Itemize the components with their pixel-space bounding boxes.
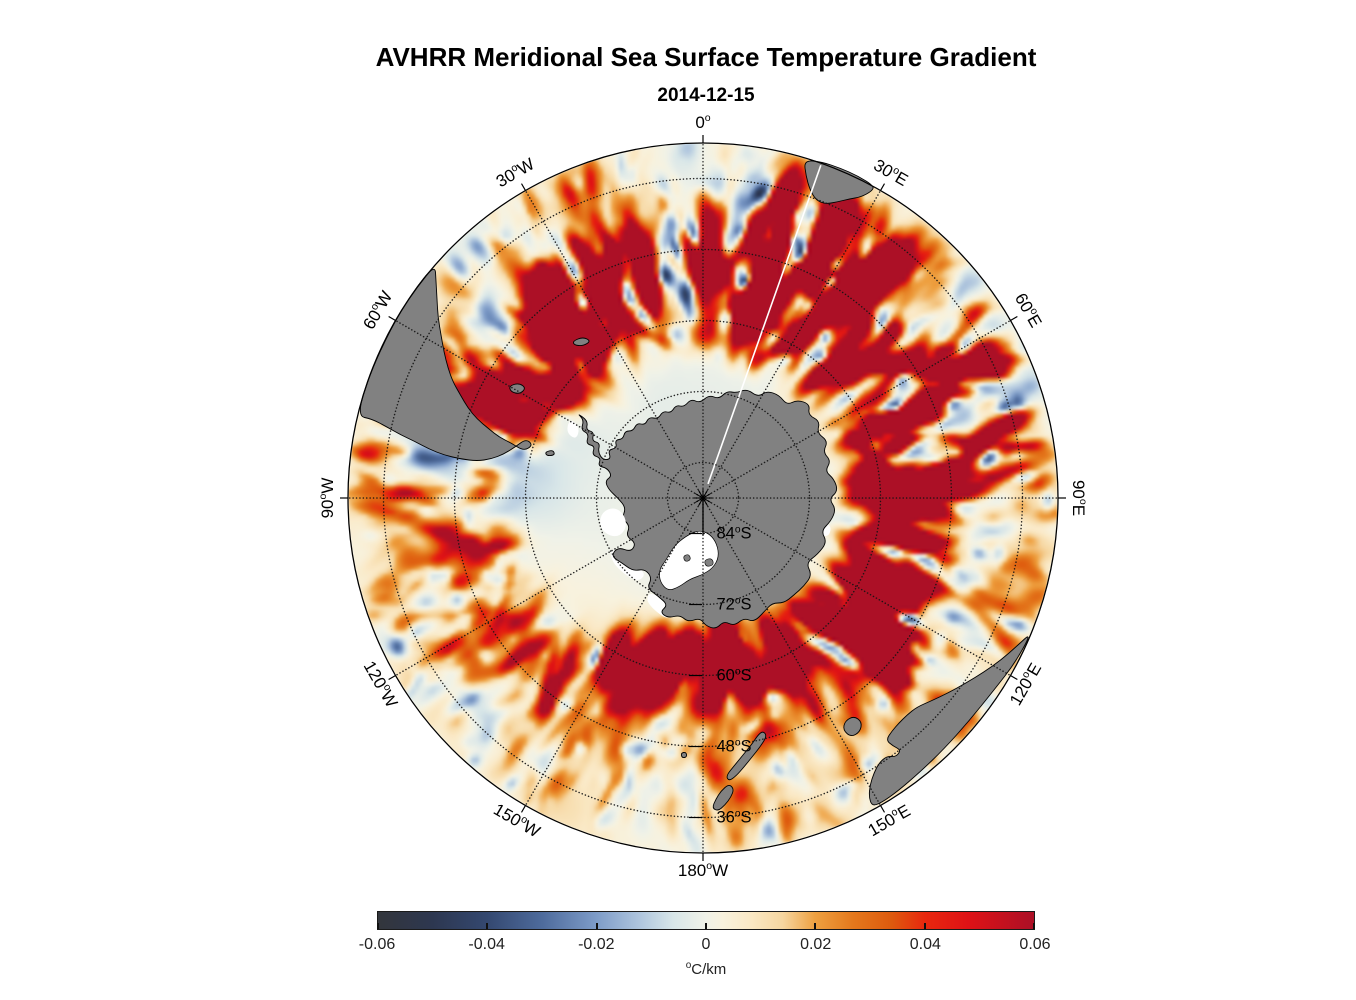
colorbar-tick [1033, 923, 1035, 929]
meridian-tick [1010, 674, 1018, 681]
ross-island [704, 558, 714, 567]
landmass-new-zealand-south [726, 731, 767, 781]
meridian-tick [879, 183, 886, 191]
landmass-antarctica [578, 389, 838, 629]
colorbar-tick [814, 923, 817, 929]
parallel-label: 36oS [716, 809, 751, 827]
ice-shelf-ronne [600, 508, 626, 537]
meridian-label: 90oW [317, 478, 338, 519]
meridian-label: 90oE [1069, 480, 1090, 516]
colorbar-tick [486, 923, 489, 929]
parallel-label: 60oS [716, 667, 751, 685]
island-falklands [509, 383, 525, 394]
parallel-circle [595, 390, 811, 606]
meridian-tick [1010, 315, 1018, 322]
meridian-label: 30oW [492, 153, 538, 191]
meridian-tick [388, 315, 396, 322]
pole-marker [698, 489, 704, 499]
pole-marker [698, 497, 704, 507]
island-south-georgia [573, 337, 590, 347]
colorbar-tick-labels: -0.06 -0.04 -0.02 0 0.02 0.04 0.06 [0, 936, 1356, 956]
parallel-circle [524, 319, 882, 677]
colorbar-tick-label: 0.02 [800, 936, 832, 953]
meridian-tick [520, 183, 527, 191]
meridian-label: 150oW [490, 799, 544, 842]
colorbar-tick-label: -0.02 [578, 936, 615, 953]
pole-marker [694, 497, 704, 503]
colorbar-tick-label: 0.06 [1019, 936, 1051, 953]
landmass-new-zealand-north [712, 785, 734, 811]
colorbar-tick-label: 0.04 [909, 936, 941, 953]
pole-marker [702, 497, 712, 503]
colorbar [377, 911, 1035, 930]
ross-island [683, 554, 691, 562]
meridian-label: 60oE [1011, 289, 1047, 331]
meridian-label: 60oW [358, 287, 396, 333]
colorbar-tick-label: 0 [701, 936, 711, 953]
meridian-label: 30oE [870, 155, 912, 191]
meridian-label: 150oE [864, 800, 914, 841]
parallel-label: 72oS [716, 596, 751, 614]
colorbar-tick [923, 923, 926, 929]
figure-title: AVHRR Meridional Sea Surface Temperature… [375, 42, 1037, 72]
landmass-tasmania [843, 716, 862, 736]
pole-marker [694, 493, 704, 499]
island-campbell [680, 751, 688, 759]
island-staten [545, 450, 555, 457]
meridian-label: 120oW [359, 657, 402, 711]
colorbar-tick-label: -0.04 [468, 936, 505, 953]
data-seam-line [707, 164, 822, 485]
parallel-circle [666, 461, 740, 535]
parallel-label: 84oS [716, 525, 751, 543]
pole-marker [702, 497, 708, 507]
ice-fringe [567, 420, 579, 438]
colorbar-tick-label: -0.06 [358, 936, 396, 953]
colorbar-unit: oC/km [685, 960, 727, 978]
meridian-tick [879, 805, 886, 813]
colorbar-tick [705, 923, 707, 929]
pole-marker [702, 493, 712, 499]
meridian-label: 180oW [678, 860, 728, 881]
meridian-tick [388, 674, 396, 681]
meridian-label: 0o [695, 112, 710, 133]
parallel-label: 48oS [716, 738, 751, 756]
colorbar-tick [377, 923, 379, 929]
landmass-australia [868, 636, 1029, 806]
landmass-africa [804, 160, 874, 204]
meridian-tick [520, 805, 527, 813]
figure-date: 2014-12-15 [657, 85, 755, 106]
pole-marker [702, 489, 708, 499]
colorbar-tick [595, 923, 598, 929]
